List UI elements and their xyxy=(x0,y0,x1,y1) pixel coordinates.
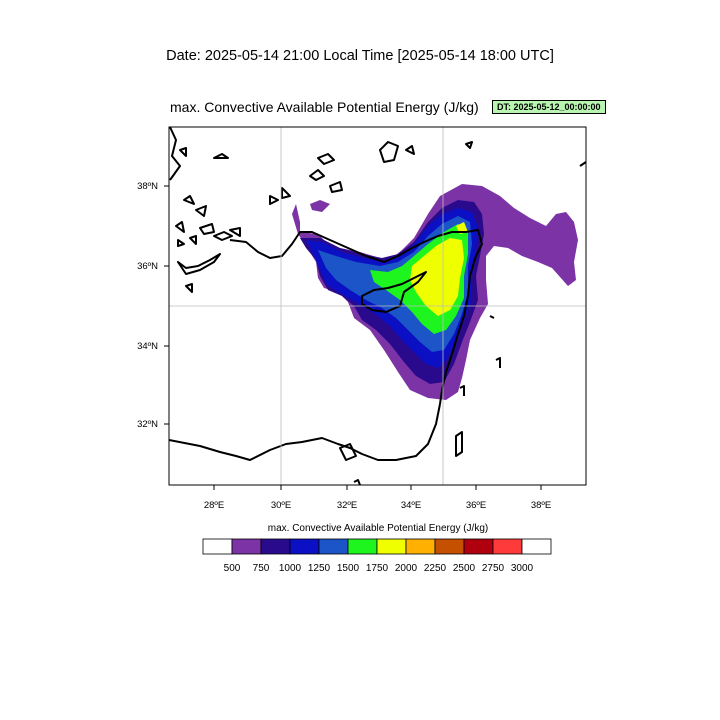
colorbar-label: 1000 xyxy=(278,563,302,574)
colorbar-swatch xyxy=(202,538,233,555)
colorbar-swatch xyxy=(289,538,320,555)
colorbar-swatch xyxy=(521,538,552,555)
tick-marks xyxy=(164,185,542,490)
lon-tick-label: 36ºE xyxy=(466,500,486,511)
lon-tick-labels: 28ºE 30ºE 32ºE 34ºE 36ºE 38ºE xyxy=(204,500,551,511)
colorbar-swatch xyxy=(405,538,436,555)
colorbar-label: 500 xyxy=(223,563,241,574)
colorbar-label: 750 xyxy=(252,563,270,574)
lon-tick-label: 28ºE xyxy=(204,500,224,511)
colorbar-label: 1500 xyxy=(336,563,360,574)
colorbar-label: 1250 xyxy=(307,563,331,574)
lon-tick-label: 30ºE xyxy=(271,500,291,511)
colorbar-swatch xyxy=(260,538,291,555)
lon-tick-label: 34ºE xyxy=(401,500,421,511)
lon-tick-label: 32ºE xyxy=(337,500,357,511)
turkey-coast xyxy=(229,229,483,263)
colorbar-label: 2000 xyxy=(394,563,418,574)
lat-tick-label: 32ºN xyxy=(137,419,158,430)
colorbar-swatch xyxy=(434,538,465,555)
colorbar-swatch xyxy=(376,538,407,555)
colorbar-swatch xyxy=(318,538,349,555)
lat-tick-label: 34ºN xyxy=(137,341,158,352)
gridlines xyxy=(169,127,586,485)
colorbar-label: 2750 xyxy=(481,563,505,574)
colorbar-title: max. Convective Available Potential Ener… xyxy=(267,523,489,534)
colorbar-label: 3000 xyxy=(510,563,534,574)
map-frame xyxy=(168,126,587,486)
cyprus xyxy=(361,271,427,313)
colorbar-swatch xyxy=(492,538,523,555)
colorbar-swatch xyxy=(231,538,262,555)
colorbar-swatch xyxy=(347,538,378,555)
lat-tick-label: 38ºN xyxy=(137,181,158,192)
dt-badge: DT: 2025-05-12_00:00:00 xyxy=(492,100,606,114)
egypt-coast xyxy=(169,403,441,461)
cape-contours xyxy=(292,184,578,400)
crete xyxy=(177,253,221,275)
lat-tick-labels: 38ºN 36ºN 34ºN 32ºN xyxy=(137,181,158,430)
lat-tick-label: 36ºN xyxy=(137,261,158,272)
lon-tick-label: 38ºE xyxy=(531,500,551,511)
colorbar xyxy=(202,538,552,555)
colorbar-label: 1750 xyxy=(365,563,389,574)
colorbar-swatch xyxy=(463,538,494,555)
colorbar-label: 2250 xyxy=(423,563,447,574)
cape-contour-1750 xyxy=(410,238,464,316)
field-title: max. Convective Available Potential Ener… xyxy=(170,99,479,115)
date-title: Date: 2025-05-14 21:00 Local Time [2025-… xyxy=(166,48,554,64)
cape-contour-500-patch xyxy=(310,200,330,212)
colorbar-label: 2500 xyxy=(452,563,476,574)
